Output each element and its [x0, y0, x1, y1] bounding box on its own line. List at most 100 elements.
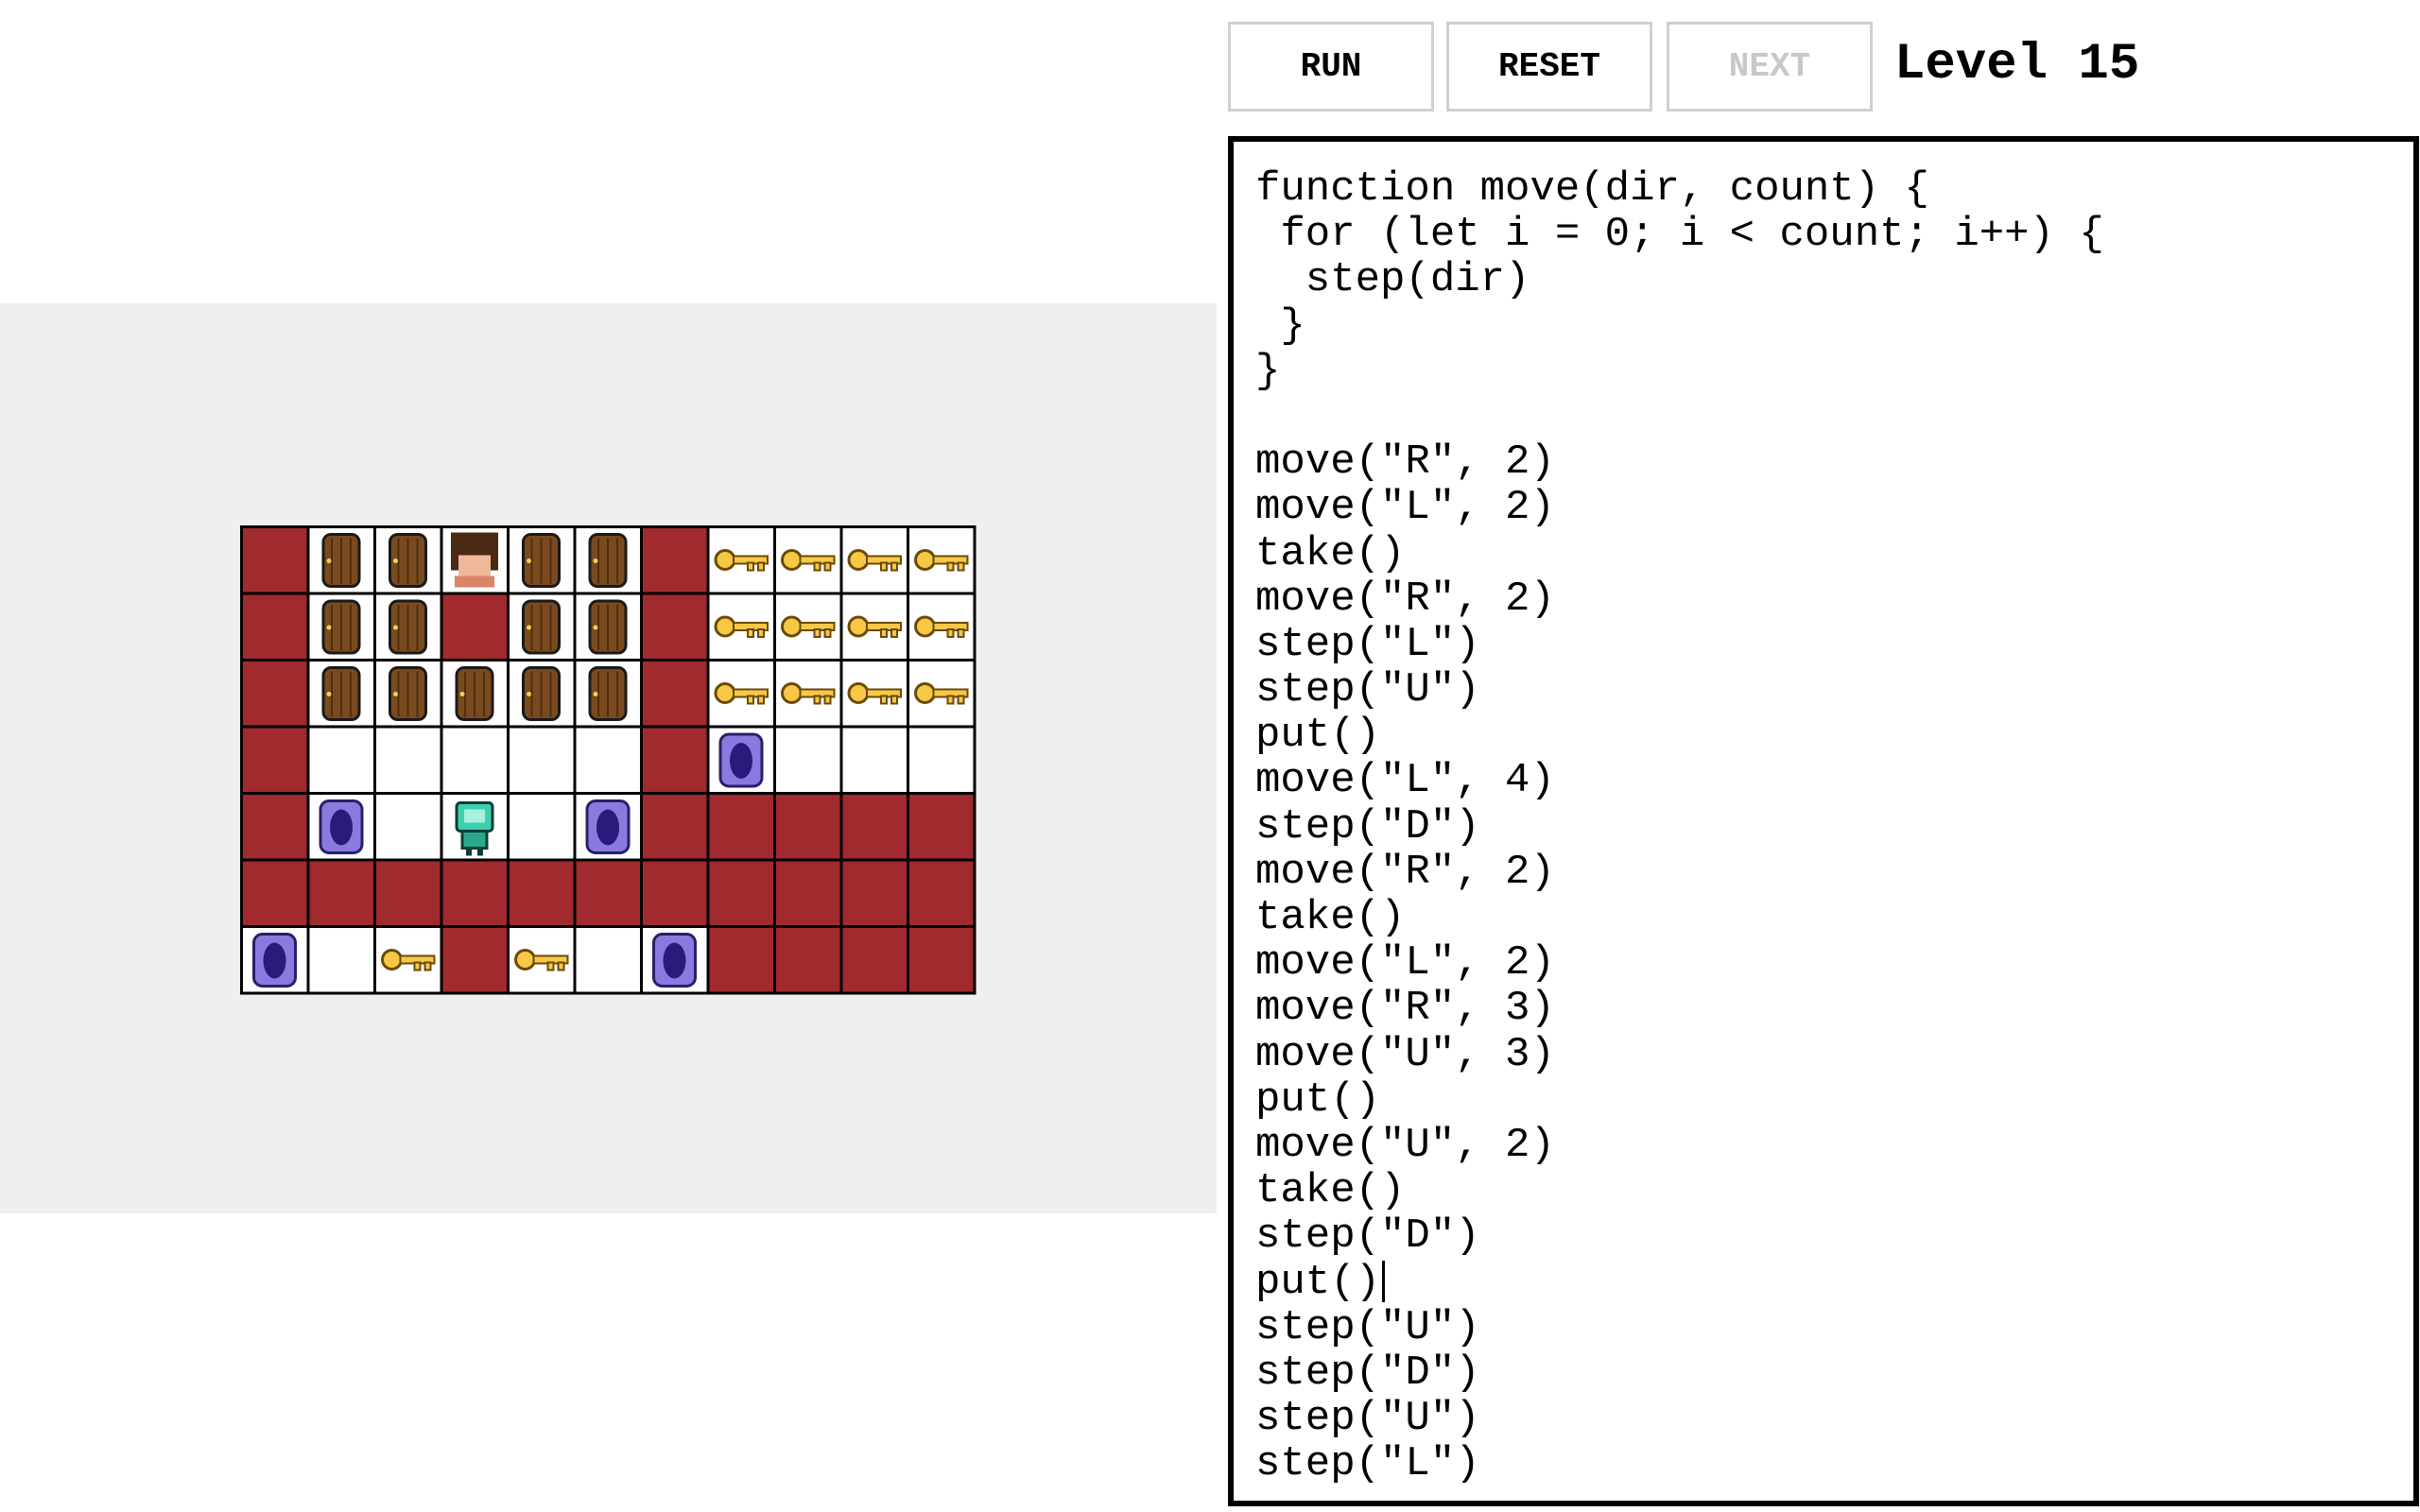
tile	[573, 525, 643, 595]
floor	[306, 725, 376, 795]
key-bow	[914, 615, 936, 638]
code-line: move("U", 2)	[1255, 1121, 1555, 1169]
tile	[240, 659, 310, 729]
tile	[507, 659, 577, 729]
wall	[240, 659, 310, 729]
wall	[773, 925, 843, 995]
tile	[573, 925, 643, 995]
tile	[507, 525, 577, 595]
code-line: move("L", 2)	[1255, 939, 1555, 988]
tile	[706, 925, 776, 995]
tile	[706, 858, 776, 928]
code-line: step("U")	[1255, 1395, 1480, 1443]
key-tooth	[757, 695, 765, 705]
tile	[640, 725, 710, 795]
tile	[640, 659, 710, 729]
wall	[240, 592, 310, 662]
run-button[interactable]: RUN	[1228, 22, 1434, 112]
code-line: step("U")	[1255, 666, 1480, 714]
wall	[373, 858, 443, 928]
wall	[773, 858, 843, 928]
portal-core	[663, 942, 686, 979]
tile	[373, 725, 443, 795]
tile	[507, 725, 577, 795]
blank-line	[1255, 394, 2413, 439]
wall	[240, 858, 310, 928]
code-line: take()	[1255, 529, 1406, 577]
portal-core	[730, 743, 752, 779]
key-tooth	[946, 628, 955, 638]
robot-body	[460, 830, 489, 850]
tile	[440, 592, 510, 662]
wall	[306, 858, 376, 928]
key-tooth	[757, 561, 765, 572]
wall	[240, 792, 310, 862]
tile	[706, 725, 776, 795]
tile	[440, 525, 510, 595]
floor	[440, 725, 510, 795]
key-tooth	[880, 628, 888, 638]
door-knob	[593, 558, 598, 563]
wall	[706, 925, 776, 995]
portal-core	[330, 809, 353, 846]
wall	[907, 858, 977, 928]
wall	[706, 792, 776, 862]
tile	[907, 925, 977, 995]
door-knob	[459, 692, 465, 696]
key-tooth	[413, 961, 422, 971]
key-tooth	[813, 628, 821, 638]
tile	[507, 792, 577, 862]
key-tooth	[880, 695, 888, 705]
reset-button[interactable]: RESET	[1446, 22, 1652, 112]
robot-leg	[477, 848, 483, 856]
door-knob	[393, 692, 398, 696]
tile	[839, 659, 909, 729]
floor	[839, 725, 909, 795]
wall	[440, 925, 510, 995]
tile	[306, 659, 376, 729]
key-tooth	[546, 961, 555, 971]
tile	[573, 725, 643, 795]
wall	[640, 792, 710, 862]
tile	[507, 925, 577, 995]
door-knob	[393, 625, 398, 630]
floor	[373, 792, 443, 862]
robot-face	[464, 809, 485, 823]
tile	[839, 592, 909, 662]
code-line: take()	[1255, 1167, 1406, 1215]
tile	[306, 858, 376, 928]
tile	[773, 525, 843, 595]
code-line: step("D")	[1255, 1349, 1480, 1397]
key-bow	[847, 682, 870, 704]
tile	[839, 925, 909, 995]
floor	[373, 725, 443, 795]
code-line: }	[1255, 347, 1281, 395]
wall	[507, 858, 577, 928]
tile	[240, 592, 310, 662]
code-editor[interactable]: function move(dir, count) { for (let i =…	[1228, 136, 2419, 1506]
tile	[306, 592, 376, 662]
tile	[907, 659, 977, 729]
code-line: move("R", 3)	[1255, 985, 1555, 1033]
tile	[907, 858, 977, 928]
code-line: step("D")	[1255, 802, 1480, 850]
key-tooth	[747, 561, 754, 572]
code-line: step("L")	[1255, 1440, 1480, 1488]
key-tooth	[557, 961, 565, 971]
key-tooth	[813, 695, 821, 705]
code-line: move("R", 2)	[1255, 438, 1555, 487]
portal-core	[596, 809, 619, 846]
code-line: move("U", 3)	[1255, 1030, 1555, 1078]
key-tooth	[890, 628, 898, 638]
key-bow	[381, 949, 403, 971]
tile	[773, 925, 843, 995]
code-line: take()	[1255, 894, 1406, 941]
tile	[240, 725, 310, 795]
key-bow	[781, 682, 803, 704]
key-tooth	[823, 561, 832, 572]
door-knob	[326, 558, 332, 563]
wall	[440, 858, 510, 928]
tile	[839, 792, 909, 862]
key-tooth	[880, 561, 888, 572]
